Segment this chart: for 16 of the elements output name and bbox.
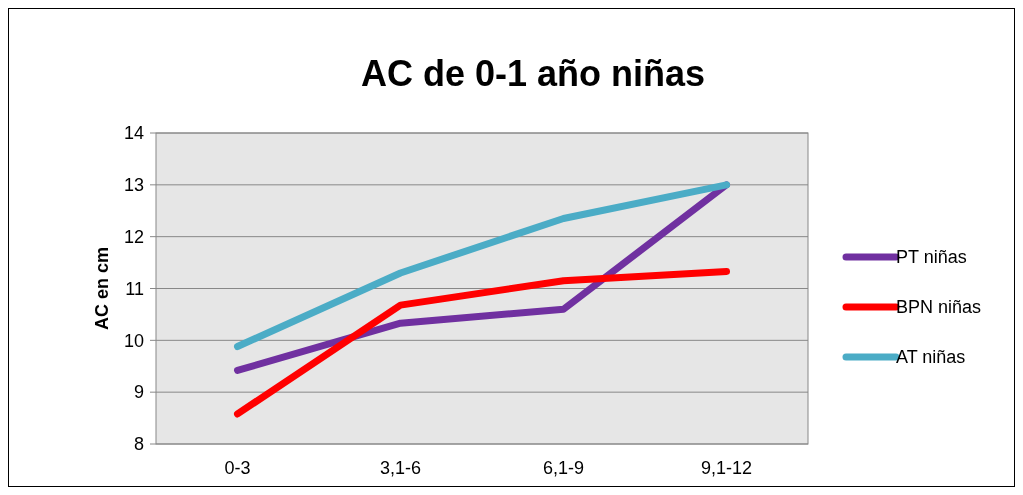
y-tick-label: 10 — [123, 330, 144, 351]
x-tick-label: 0-3 — [224, 458, 251, 478]
y-tick-label: 14 — [123, 123, 144, 144]
x-tick-label: 9,1-12 — [700, 458, 753, 478]
y-tick-label: 13 — [123, 175, 144, 196]
y-tick-label: 9 — [133, 382, 144, 403]
chart-title: AC de 0-1 año niñas — [360, 53, 706, 94]
legend-label: AT niñas — [896, 347, 966, 368]
legend-label: PT niñas — [896, 247, 967, 268]
x-tick-label: 3,1-6 — [379, 458, 422, 478]
x-tick-label: 6,1-9 — [542, 458, 585, 478]
y-axis-title: AC en cm — [92, 246, 112, 331]
y-tick-label: 8 — [133, 434, 144, 455]
y-tick-label: 12 — [123, 226, 144, 247]
y-tick-label: 11 — [125, 278, 144, 299]
legend-label: BPN niñas — [896, 297, 982, 318]
